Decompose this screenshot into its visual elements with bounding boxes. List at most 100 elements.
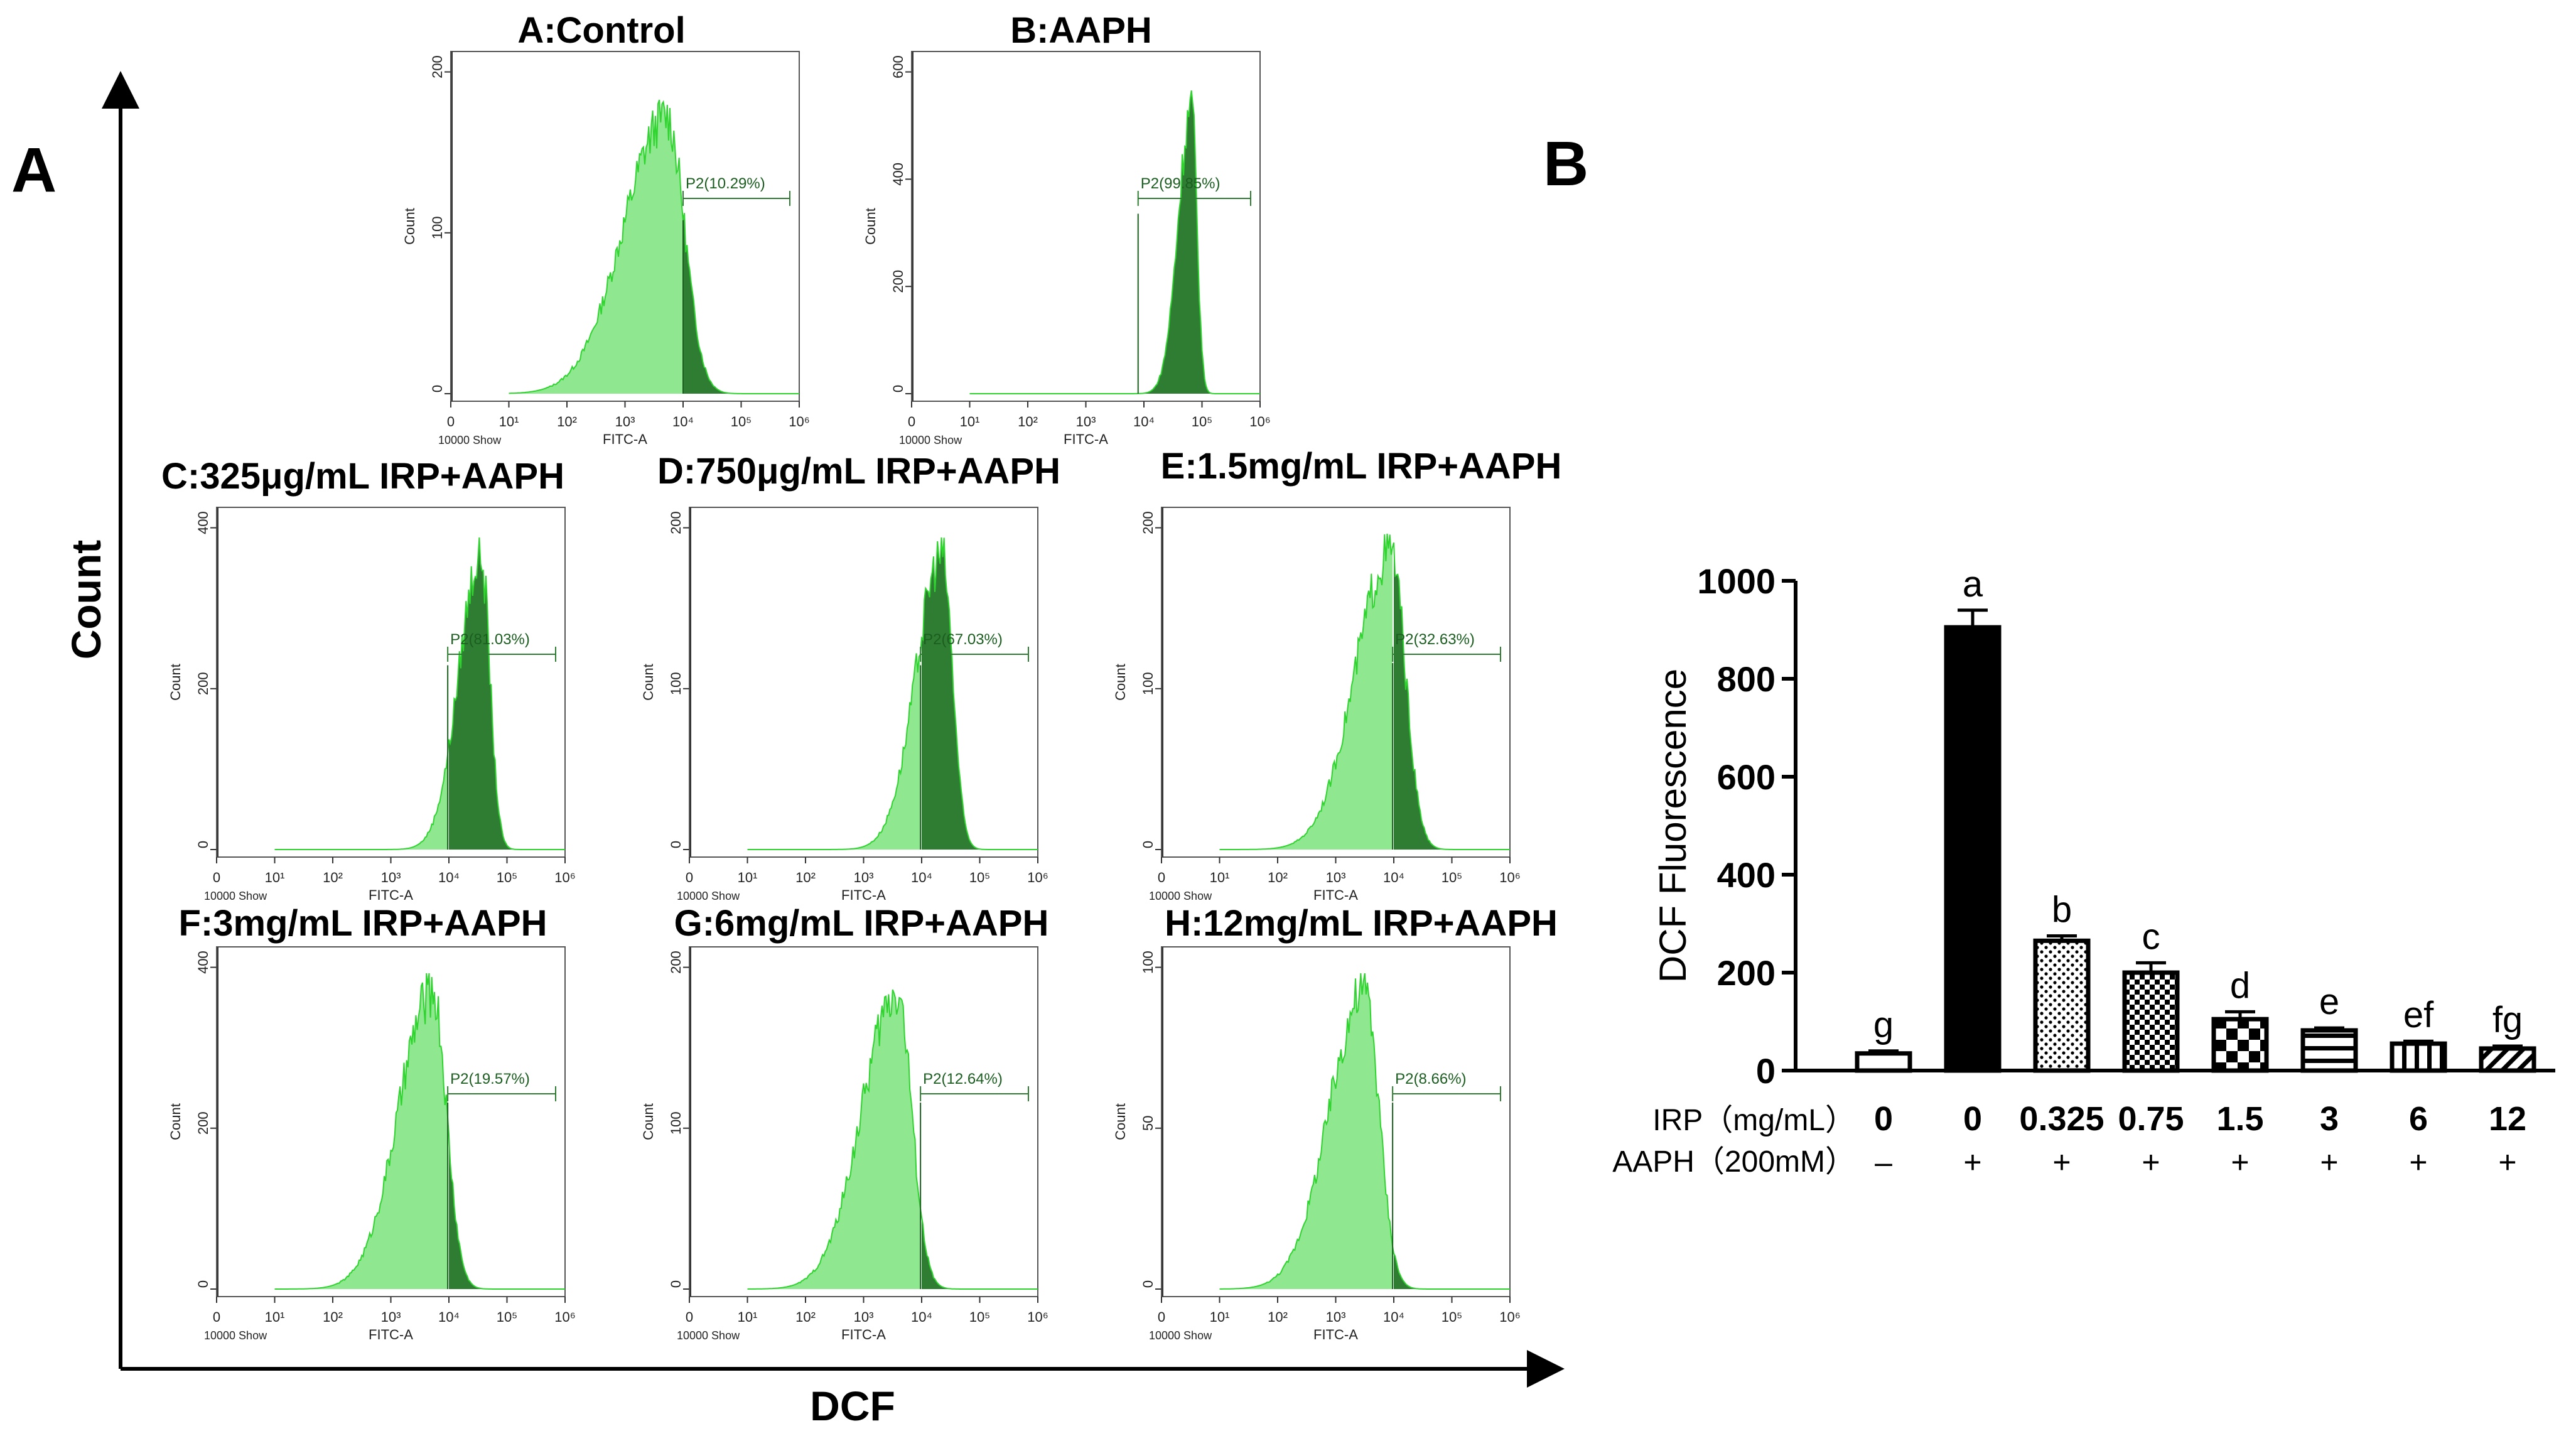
aaph-sign: + xyxy=(2320,1145,2338,1180)
significance-letter: d xyxy=(2230,965,2250,1006)
histogram-outline xyxy=(747,537,1038,850)
histogram-title: C:325μg/mL IRP+AAPH xyxy=(161,456,564,497)
gate-label: P2(32.63%) xyxy=(1395,631,1475,648)
fitc-axis-label: FITC-A xyxy=(841,1327,886,1342)
fitc-axis-label: FITC-A xyxy=(1313,887,1358,903)
x-tick-label: 10³ xyxy=(854,870,874,885)
x-tick-label: 10² xyxy=(1018,414,1038,429)
count-axis-small-label: Count xyxy=(168,664,183,701)
histogram-title: H:12mg/mL IRP+AAPH xyxy=(1165,903,1558,944)
significance-letter: fg xyxy=(2492,1000,2523,1040)
bar-chart: 0 200 400 600 800 1000 DCF Fluorescence g 0 – a 0 + b… xyxy=(1612,561,2555,1180)
histogram-outline xyxy=(1219,533,1510,850)
histogram-outline xyxy=(969,90,1260,394)
histogram-area-negative xyxy=(747,990,920,1289)
y-tick-label: 200 xyxy=(668,511,684,534)
bar-y-tick-label: 800 xyxy=(1717,659,1776,699)
x-tick-label: 0 xyxy=(447,414,455,429)
x-tick-label: 10⁵ xyxy=(731,414,752,429)
irp-category-label: 0.75 xyxy=(2118,1100,2184,1138)
event-count-label: 10000 Show xyxy=(1149,890,1212,902)
histogram-outline xyxy=(747,989,1038,1290)
x-tick-label: 10¹ xyxy=(1210,1309,1230,1325)
x-tick-label: 10⁶ xyxy=(1499,870,1521,885)
event-count-label: 10000 Show xyxy=(677,890,740,902)
significance-letter: c xyxy=(2142,916,2160,957)
histogram-outline xyxy=(274,973,565,1290)
histogram-outline xyxy=(274,537,565,850)
gate-label: P2(99.85%) xyxy=(1141,175,1221,192)
count-axis-small-label: Count xyxy=(640,664,656,701)
y-tick-label: 600 xyxy=(890,55,906,78)
bar-4 xyxy=(2211,1017,2269,1073)
histogram-area-positive xyxy=(922,1217,1038,1289)
histogram-frame xyxy=(911,51,1261,402)
bar-5 xyxy=(2300,1028,2358,1073)
histogram-F: F:3mg/mL IRP+AAPH 0 10¹ 10² 10³ 10⁴ 10⁵ 10⁶ 0 200… xyxy=(168,903,576,1342)
x-tick-label: 10¹ xyxy=(738,1309,758,1325)
y-tick-label: 200 xyxy=(429,55,445,78)
aaph-sign: + xyxy=(2142,1145,2160,1180)
x-tick-label: 10⁶ xyxy=(1027,1309,1048,1325)
count-axis-small-label: Count xyxy=(1113,664,1128,701)
irp-category-label: 1.5 xyxy=(2216,1100,2263,1138)
x-tick-label: 10¹ xyxy=(499,414,519,429)
histogram-area-negative xyxy=(509,100,683,394)
aaph-sign: + xyxy=(2052,1145,2071,1180)
x-tick-label: 0 xyxy=(1158,1309,1165,1325)
histogram-title: F:3mg/mL IRP+AAPH xyxy=(178,903,547,944)
irp-row-label: IRP（mg/mL） xyxy=(1652,1104,1855,1137)
histogram-outline xyxy=(509,99,799,394)
count-axis-small-label: Count xyxy=(168,1103,183,1140)
significance-letter: e xyxy=(2319,981,2339,1022)
histogram-area-positive xyxy=(449,1135,565,1289)
y-tick-label: 200 xyxy=(668,951,684,974)
y-tick-label: 100 xyxy=(1140,672,1156,695)
event-count-label: 10000 Show xyxy=(204,890,267,902)
x-tick-label: 10⁴ xyxy=(1383,1309,1404,1325)
x-tick-label: 10⁴ xyxy=(438,870,460,885)
histogram-C: C:325μg/mL IRP+AAPH 0 10¹ 10² 10³ 10⁴ 10⁵ 10⁶ 0 2… xyxy=(161,456,576,903)
x-tick-label: 10¹ xyxy=(265,870,285,885)
x-tick-label: 10⁴ xyxy=(911,1309,932,1325)
fitc-axis-label: FITC-A xyxy=(369,1327,413,1342)
significance-letter: b xyxy=(2052,890,2072,931)
x-tick-label: 10⁵ xyxy=(497,870,518,885)
x-tick-label: 10⁵ xyxy=(1192,414,1213,429)
bar-y-tick-label: 0 xyxy=(1756,1051,1776,1091)
histogram-title: G:6mg/mL IRP+AAPH xyxy=(674,903,1049,944)
aaph-sign: + xyxy=(2409,1145,2427,1180)
aaph-sign: + xyxy=(2231,1145,2249,1180)
histogram-area-positive xyxy=(1138,90,1260,394)
event-count-label: 10000 Show xyxy=(899,434,962,446)
histogram-outline xyxy=(1219,973,1510,1290)
dcf-axis-label: DCF xyxy=(810,1383,895,1429)
y-tick-label: 200 xyxy=(1140,511,1156,534)
fitc-axis-label: FITC-A xyxy=(603,431,647,447)
fitc-axis-label: FITC-A xyxy=(369,887,413,903)
y-tick-label: 50 xyxy=(1140,1116,1156,1131)
histogram-area-negative xyxy=(1219,973,1393,1289)
x-tick-label: 10² xyxy=(1268,1309,1288,1325)
x-tick-label: 10⁶ xyxy=(554,870,576,885)
x-tick-label: 0 xyxy=(908,414,915,429)
gate-label: P2(81.03%) xyxy=(450,631,530,648)
x-tick-label: 10² xyxy=(795,870,816,885)
irp-category-label: 3 xyxy=(2320,1100,2339,1138)
bar-0 xyxy=(1855,1051,1912,1073)
count-axis-small-label: Count xyxy=(640,1103,656,1140)
irp-category-label: 0.325 xyxy=(2019,1100,2104,1138)
event-count-label: 10000 Show xyxy=(1149,1329,1212,1342)
histogram-title: D:750μg/mL IRP+AAPH xyxy=(657,451,1060,492)
x-tick-label: 10⁵ xyxy=(1442,1309,1463,1325)
irp-category-label: 6 xyxy=(2409,1100,2428,1138)
bar-y-tick-label: 400 xyxy=(1717,855,1776,895)
significance-letter: a xyxy=(1963,564,1983,605)
count-axis-small-label: Count xyxy=(1113,1103,1128,1140)
x-tick-label: 0 xyxy=(686,870,693,885)
x-tick-label: 10² xyxy=(1268,870,1288,885)
x-tick-label: 10³ xyxy=(381,870,401,885)
panel-label-a: A xyxy=(11,135,57,205)
histogram-area-negative xyxy=(274,755,448,850)
x-tick-label: 10⁵ xyxy=(969,1309,991,1325)
